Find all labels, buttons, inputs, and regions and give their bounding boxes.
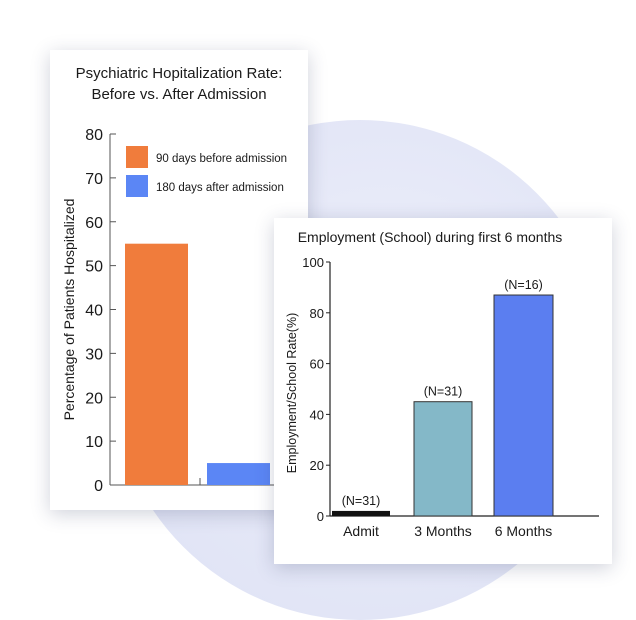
bar-after-admission bbox=[207, 463, 270, 485]
y-axis-label: Percentage of Patients Hospitalized bbox=[61, 199, 77, 421]
bar-admit bbox=[332, 510, 390, 516]
employment-chart: Employment (School) during first 6 month… bbox=[285, 229, 599, 539]
y-tick-label: 60 bbox=[310, 357, 324, 372]
y-tick-label: 0 bbox=[317, 509, 324, 524]
bar-3-months bbox=[413, 401, 473, 517]
chart-title: Employment (School) during first 6 month… bbox=[298, 229, 563, 245]
y-tick-label: 20 bbox=[85, 390, 103, 407]
y-tick-label: 50 bbox=[85, 259, 103, 276]
y-tick-label: 80 bbox=[85, 127, 103, 144]
x-category-label: 3 Months bbox=[414, 523, 472, 539]
x-category-label: Admit bbox=[343, 523, 379, 539]
data-label: (N=31) bbox=[342, 494, 381, 508]
legend-swatch bbox=[126, 146, 148, 168]
legend-label: 180 days after admission bbox=[156, 182, 284, 194]
bar-6-months bbox=[493, 294, 554, 517]
y-tick-label: 10 bbox=[85, 434, 103, 451]
x-category-label: 6 Months bbox=[495, 523, 553, 539]
y-tick-label: 70 bbox=[85, 171, 103, 188]
chart-title-line: Psychiatric Hopitalization Rate: bbox=[76, 65, 283, 82]
y-tick-label: 60 bbox=[85, 215, 103, 232]
data-label: (N=31) bbox=[424, 385, 463, 399]
y-tick-label: 100 bbox=[302, 255, 324, 270]
employment-chart-card: Employment (School) during first 6 month… bbox=[274, 218, 612, 564]
y-tick-label: 30 bbox=[85, 346, 103, 363]
y-axis-label: Employment/School Rate(%) bbox=[285, 313, 299, 473]
y-tick-label: 0 bbox=[94, 478, 103, 495]
legend-swatch bbox=[126, 175, 148, 197]
hospitalization-chart: Psychiatric Hopitalization Rate: Before v… bbox=[61, 65, 287, 495]
data-label: (N=16) bbox=[504, 278, 543, 292]
y-tick-label: 40 bbox=[310, 407, 324, 422]
hospitalization-chart-card: Psychiatric Hopitalization Rate: Before v… bbox=[50, 50, 308, 510]
legend-label: 90 days before admission bbox=[156, 153, 287, 165]
y-tick-label: 20 bbox=[310, 458, 324, 473]
y-tick-label: 80 bbox=[310, 306, 324, 321]
chart-title-line: Before vs. After Admission bbox=[91, 86, 266, 103]
bar-before-admission bbox=[125, 243, 188, 485]
y-tick-label: 40 bbox=[85, 303, 103, 320]
